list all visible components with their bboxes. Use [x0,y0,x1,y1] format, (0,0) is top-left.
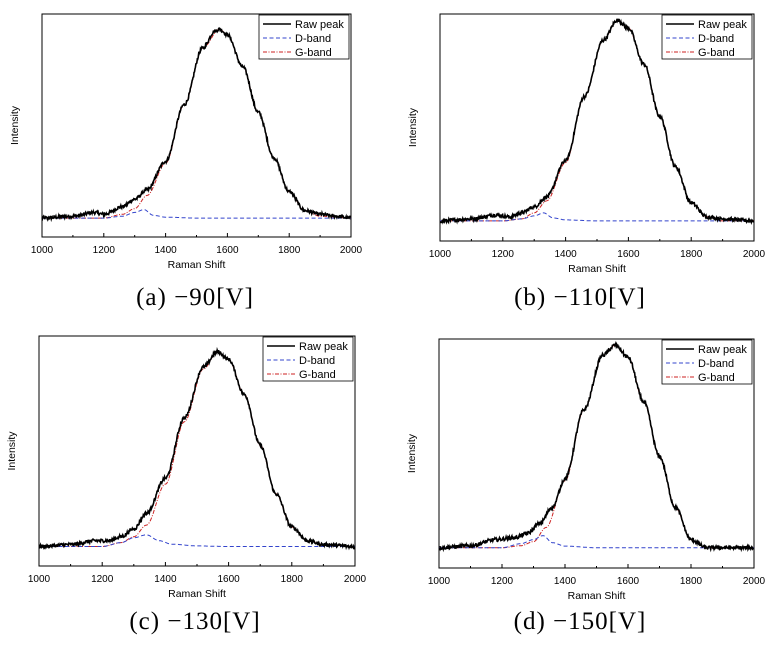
x-axis-label: Raman Shift [168,259,226,271]
x-tick-label: 1600 [617,576,640,587]
legend-label: D-band [295,33,331,45]
caption-d: (d) −150[V] [513,608,647,635]
x-tick-label: 1400 [154,245,177,256]
legend-label: G-band [698,47,735,59]
x-tick-label: 1600 [617,249,640,260]
chart-panel-d: 1000 1200 1400 1600 1800 2000 Raman Shift Inten… [390,328,775,610]
x-tick-label: 2000 [344,574,367,585]
x-tick-label: 1200 [91,574,114,585]
legend-label: Raw peak [295,19,344,31]
legend-label: Raw peak [299,341,348,353]
chart-svg-c: 1000 1200 1400 1600 1800 2000 Raman Shift Inten… [6,335,367,600]
caption-a: (a) −90[V] [136,284,254,311]
legend-label: D-band [698,358,734,370]
x-tick-label: 2000 [340,245,363,256]
x-tick-label: 1400 [554,249,577,260]
x-tick-label: 1200 [491,576,514,587]
x-tick-label: 1400 [154,574,177,585]
d-band-line [39,534,355,547]
x-tick-label: 1800 [680,576,703,587]
legend-label: G-band [295,47,332,59]
x-tick-label: 1800 [278,245,301,256]
y-axis-label: Intensity [9,105,21,145]
legend-label: Raw peak [698,344,747,356]
x-tick-label: 1600 [217,574,240,585]
legend-label: G-band [698,372,735,384]
chart-panel-c: 1000 1200 1400 1600 1800 2000 Raman Shift Inten… [0,328,380,610]
x-axis-label: Raman Shift [568,263,626,275]
x-tick-label: 2000 [743,576,766,587]
d-band-line [440,212,754,222]
x-tick-label: 1000 [429,249,452,260]
raw-peak-line [439,18,755,225]
x-tick-label: 2000 [743,249,766,260]
legend-label: D-band [299,355,335,367]
legend-label: G-band [299,369,336,381]
raw-peak-line [438,340,754,553]
legend-label: D-band [698,33,734,45]
y-axis-label: Intensity [407,107,419,147]
chart-svg-a: 1000 1200 1400 1600 1800 2000 Raman Shift Inten… [9,13,363,271]
raw-peak-line [38,346,356,551]
x-axis-label: Raman Shift [568,590,626,602]
raw-peak-line [41,26,352,223]
chart-panel-a: 1000 1200 1400 1600 1800 2000 Raman Shift Inten… [0,0,380,271]
y-axis-label: Intensity [406,433,418,473]
x-tick-label: 1000 [31,245,54,256]
d-band-line [42,209,351,219]
chart-panel-b: 1000 1200 1400 1600 1800 2000 Raman Shift Inten… [390,0,775,275]
chart-svg-b: 1000 1200 1400 1600 1800 2000 Raman Shift Inten… [407,13,766,275]
x-tick-label: 1200 [93,245,116,256]
d-band-line [439,535,754,549]
x-tick-label: 1600 [216,245,239,256]
x-tick-label: 1800 [281,574,304,585]
legend-label: Raw peak [698,19,747,31]
x-axis-label: Raman Shift [168,588,226,600]
x-tick-label: 1000 [428,576,451,587]
chart-svg-d: 1000 1200 1400 1600 1800 2000 Raman Shift Inten… [406,338,766,602]
y-axis-label: Intensity [6,431,18,471]
x-tick-label: 1800 [680,249,703,260]
x-tick-label: 1400 [554,576,577,587]
caption-c: (c) −130[V] [129,608,261,635]
x-tick-label: 1200 [492,249,515,260]
x-tick-label: 1000 [28,574,51,585]
caption-b: (b) −110[V] [514,284,646,311]
